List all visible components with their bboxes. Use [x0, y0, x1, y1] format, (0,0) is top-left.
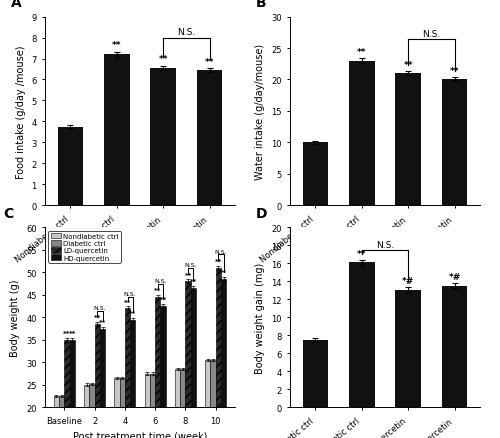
Bar [54, 396, 59, 438]
Bar [442, 286, 468, 407]
Text: **: ** [158, 55, 168, 64]
Bar [64, 340, 70, 438]
Text: N.S.: N.S. [184, 262, 197, 268]
Text: **: ** [129, 310, 136, 316]
Bar [144, 374, 150, 438]
Text: **: ** [154, 288, 162, 294]
Text: **: ** [112, 41, 122, 50]
Bar [302, 340, 328, 407]
Bar [114, 378, 119, 438]
Bar [100, 329, 105, 438]
Text: N.S.: N.S. [94, 305, 106, 310]
Bar [302, 143, 328, 206]
Bar [216, 268, 221, 438]
Text: *#: *# [402, 277, 414, 286]
Text: N.S.: N.S. [214, 249, 228, 254]
Text: **: ** [450, 67, 460, 76]
Text: N.S.: N.S. [177, 28, 196, 37]
Text: **: ** [68, 330, 76, 336]
X-axis label: Post treatment time (week): Post treatment time (week) [73, 430, 207, 438]
Text: N.S.: N.S. [422, 30, 440, 39]
Text: **: ** [220, 270, 228, 276]
Text: **: ** [205, 58, 214, 67]
Bar [70, 340, 75, 438]
Text: D: D [256, 207, 268, 221]
Text: **: ** [124, 299, 131, 305]
Text: **: ** [404, 61, 413, 70]
Text: **: ** [190, 279, 197, 285]
Bar [197, 71, 222, 206]
Text: N.S.: N.S. [124, 292, 136, 297]
Text: **: ** [184, 272, 192, 278]
Text: C: C [3, 207, 13, 221]
Bar [186, 282, 191, 438]
Bar [130, 320, 136, 438]
Text: **: ** [215, 258, 222, 265]
Text: N.S.: N.S. [376, 240, 394, 249]
Bar [104, 55, 130, 206]
Y-axis label: Body weight gain (mg): Body weight gain (mg) [256, 262, 266, 373]
Text: B: B [256, 0, 266, 10]
Y-axis label: Body weight (g): Body weight (g) [10, 279, 20, 356]
Text: *#: *# [448, 272, 460, 282]
Text: **: ** [160, 297, 166, 303]
Text: A: A [11, 0, 22, 10]
Text: **: ** [94, 315, 101, 321]
Bar [396, 74, 421, 206]
Bar [349, 61, 374, 206]
Text: **: ** [99, 319, 106, 325]
Bar [396, 291, 421, 407]
Bar [210, 360, 216, 438]
Bar [84, 385, 89, 438]
Bar [349, 263, 374, 407]
Bar [125, 308, 130, 438]
Bar [120, 378, 125, 438]
Text: **: ** [64, 330, 70, 336]
Bar [191, 288, 196, 438]
Y-axis label: Food intake (g/day /mouse): Food intake (g/day /mouse) [16, 45, 26, 178]
Bar [89, 384, 94, 438]
Y-axis label: Water intake (g/day/mouse): Water intake (g/day/mouse) [256, 44, 266, 180]
Bar [180, 369, 186, 438]
Text: N.S.: N.S. [154, 278, 167, 283]
Bar [175, 369, 180, 438]
Bar [155, 297, 160, 438]
Bar [59, 396, 64, 438]
Bar [160, 306, 166, 438]
Bar [221, 279, 226, 438]
Bar [150, 69, 176, 206]
Bar [442, 80, 468, 206]
Text: **: ** [357, 249, 366, 258]
Bar [150, 374, 155, 438]
Bar [205, 360, 210, 438]
Bar [58, 127, 83, 206]
Text: **: ** [357, 48, 366, 57]
Legend: Nondiabetic ctrl, Diabetic ctrl, LD-quercetin, HD-quercetin: Nondiabetic ctrl, Diabetic ctrl, LD-quer… [48, 231, 121, 263]
Bar [94, 324, 100, 438]
